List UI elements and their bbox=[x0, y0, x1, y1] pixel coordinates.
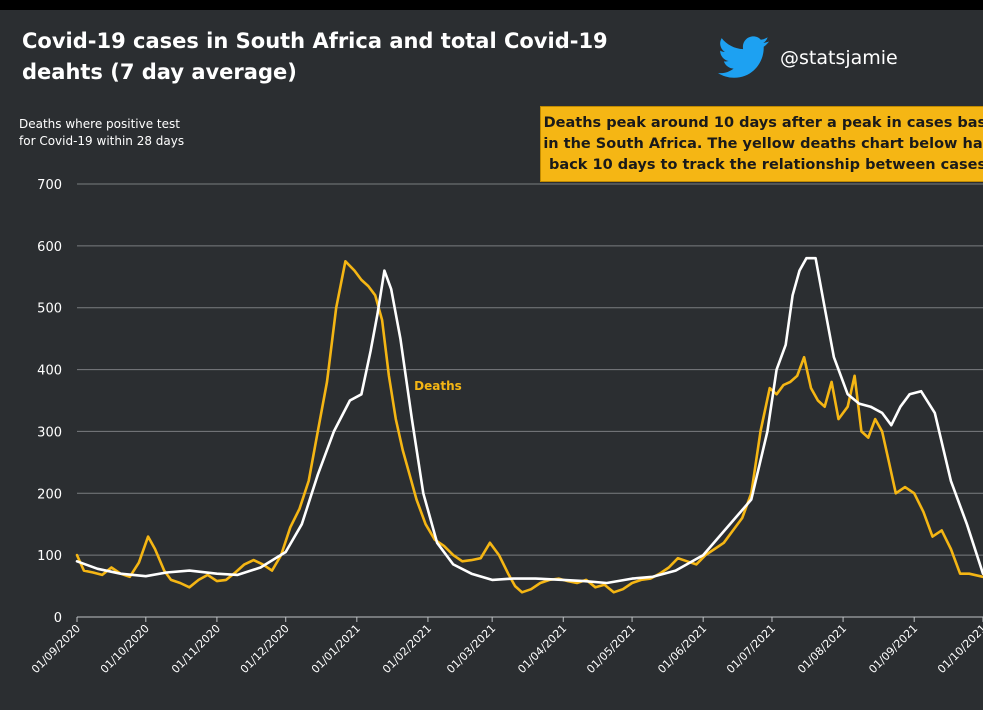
x-tick-label: 01/02/2021 bbox=[380, 622, 434, 676]
y-tick-label: 200 bbox=[37, 487, 62, 502]
x-tick-label: 01/03/2021 bbox=[444, 622, 498, 676]
deaths-annotation-label: Deaths bbox=[414, 379, 462, 393]
x-tick-label: 01/06/2021 bbox=[655, 622, 709, 676]
twitter-bird-icon bbox=[718, 36, 770, 78]
top-bar bbox=[0, 0, 983, 10]
y-tick-label: 700 bbox=[37, 178, 62, 193]
y-tick-label: 300 bbox=[37, 425, 62, 440]
y-tick-label: 500 bbox=[37, 302, 62, 317]
x-tick-label: 01/08/2021 bbox=[795, 622, 849, 676]
x-tick-label: 01/04/2021 bbox=[515, 622, 569, 676]
chart-title: Covid-19 cases in South Africa and total… bbox=[22, 29, 608, 84]
y-tick-label: 100 bbox=[37, 549, 62, 564]
cases-series-line bbox=[75, 256, 983, 585]
x-tick-label: 01/11/2020 bbox=[169, 622, 223, 676]
twitter-credit: @statsjamie bbox=[718, 36, 898, 80]
deaths-series-line bbox=[75, 259, 983, 594]
y-axis-label-line: for Covid-19 within 28 days bbox=[19, 134, 185, 148]
x-tick-label: 01/09/2021 bbox=[866, 622, 920, 676]
callout-box: Deaths peak around 10 days after a peak … bbox=[540, 106, 983, 182]
y-tick-label: 600 bbox=[37, 240, 62, 255]
callout-line: Deaths peak around 10 days after a peak … bbox=[543, 115, 983, 131]
y-tick-label: 0 bbox=[54, 611, 62, 626]
x-tick-label: 01/09/2020 bbox=[29, 622, 83, 676]
y-axis-label: Deaths where positive test for Covid-19 … bbox=[19, 116, 219, 150]
y-tick-label: 400 bbox=[37, 364, 62, 379]
callout-line: in the South Africa. The yellow deaths c… bbox=[543, 136, 983, 152]
x-tick-label: 01/12/2020 bbox=[238, 622, 292, 676]
twitter-handle: @statsjamie bbox=[780, 47, 898, 69]
x-tick-label: 01/10/2020 bbox=[98, 622, 152, 676]
y-axis-label-line: Deaths where positive test bbox=[19, 117, 180, 131]
x-tick-label: 01/01/2021 bbox=[309, 622, 363, 676]
x-tick-label: 01/05/2021 bbox=[584, 622, 638, 676]
twitter-bird-shape bbox=[718, 36, 770, 78]
x-tick-label: 01/07/2021 bbox=[724, 622, 778, 676]
x-tick-label: 01/10/2021 bbox=[935, 622, 983, 676]
callout-line: back 10 days to track the relationship b… bbox=[549, 157, 983, 173]
